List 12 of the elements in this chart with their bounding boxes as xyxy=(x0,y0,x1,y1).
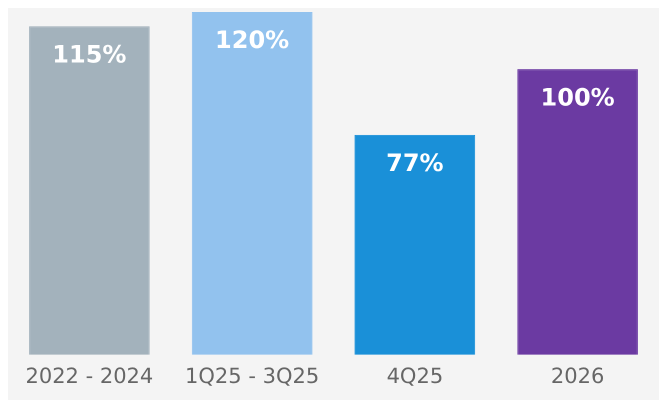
x-tick-label: 1Q25 - 3Q25 xyxy=(185,364,320,388)
bar xyxy=(354,134,476,355)
data-label: 115% xyxy=(52,40,126,69)
x-tick-label: 2022 - 2024 xyxy=(25,364,154,388)
data-label: 120% xyxy=(215,26,290,54)
bar xyxy=(517,69,638,355)
x-tick-label: 4Q25 xyxy=(386,364,444,388)
x-tick-label: 2026 xyxy=(550,364,604,388)
data-label: 77% xyxy=(386,149,444,178)
bar xyxy=(29,26,150,355)
bar xyxy=(192,12,312,355)
data-label: 100% xyxy=(540,83,615,112)
